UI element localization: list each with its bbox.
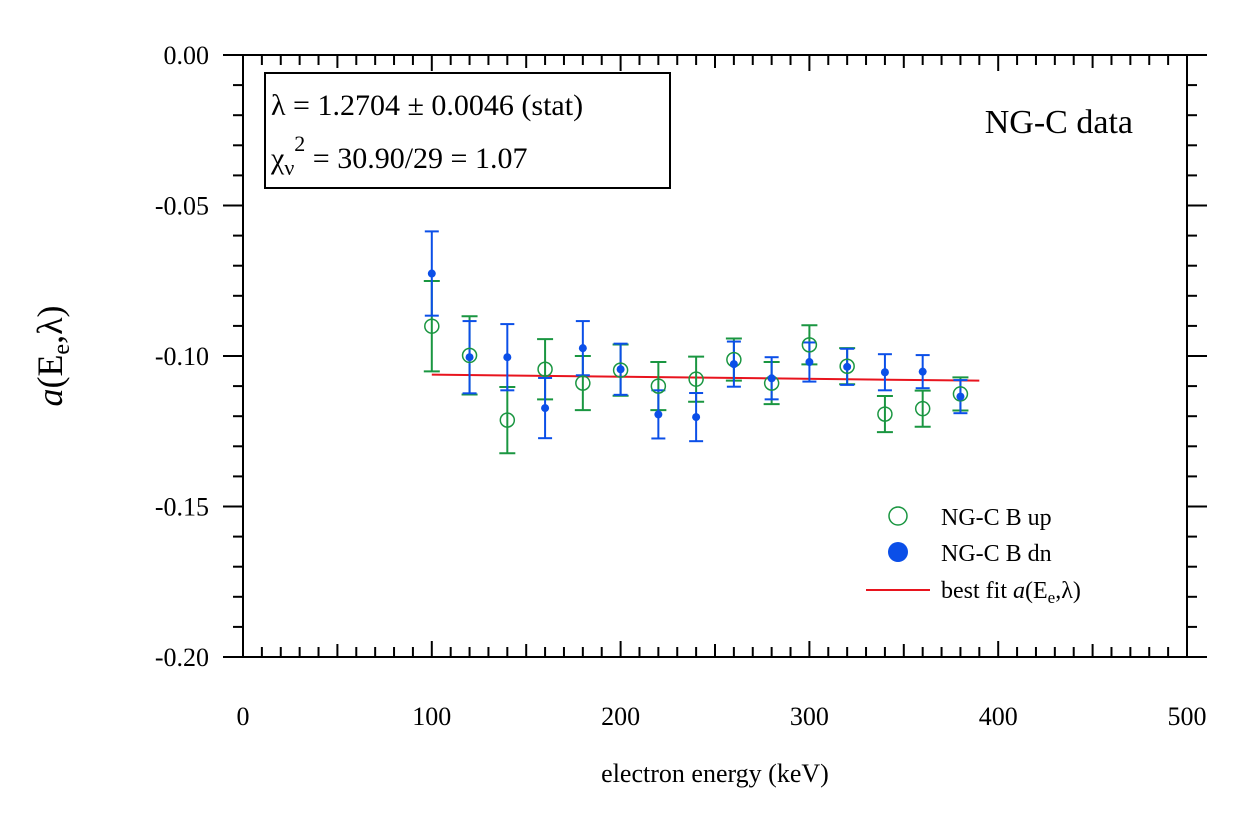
data-points <box>424 269 969 428</box>
data-point-b-up <box>424 318 440 334</box>
data-point-b-up <box>914 400 931 417</box>
data-point-b-dn <box>692 413 701 422</box>
y-axis-title: a(Ee,λ) <box>30 305 75 406</box>
x-tick-label: 500 <box>1168 702 1207 731</box>
data-point-b-up <box>839 358 855 374</box>
y-tick-label: 0.00 <box>164 41 210 70</box>
legend: NG-C B up NG-C B dn best fit a(Ee,λ) <box>866 505 1081 607</box>
data-point-b-up <box>461 347 478 364</box>
data-point-b-up <box>612 362 629 378</box>
data-point-b-up <box>952 386 969 402</box>
data-point-b-dn <box>767 374 776 383</box>
data-point-b-dn <box>918 367 927 376</box>
data-point-b-dn <box>427 269 436 278</box>
legend-marker-b-up <box>888 506 908 526</box>
y-tick-label: -0.05 <box>155 192 209 221</box>
legend-label-fit: best fit a(Ee,λ) <box>941 578 1081 607</box>
y-tick-label: -0.20 <box>155 643 209 672</box>
data-point-b-up <box>537 361 553 377</box>
data-point-b-dn <box>956 392 965 401</box>
x-tick-label: 100 <box>412 702 451 731</box>
data-point-b-dn <box>805 358 814 367</box>
data-point-b-up <box>499 412 516 428</box>
x-tick-labels: 0 100 200 300 400 500 <box>237 702 1207 731</box>
data-point-b-up <box>877 406 893 422</box>
x-tick-label: 400 <box>979 702 1018 731</box>
data-point-b-up <box>575 375 591 391</box>
data-point-b-dn <box>541 404 550 413</box>
y-tick-label: -0.10 <box>155 342 209 371</box>
y-tick-labels: 0.00 -0.05 -0.10 -0.15 -0.20 <box>155 41 209 672</box>
data-point-b-dn <box>729 360 738 369</box>
data-point-b-dn <box>465 353 474 362</box>
axis-ticks <box>223 54 1207 658</box>
x-tick-label: 300 <box>790 702 829 731</box>
fit-layer <box>431 373 980 382</box>
stat-lambda: λ = 1.2704 ± 0.0046 (stat) <box>271 89 583 122</box>
dataset-annotation: NG-C data <box>985 104 1133 141</box>
data-point-b-dn <box>880 368 889 377</box>
data-point-b-dn <box>616 365 625 374</box>
x-axis-title: electron energy (keV) <box>601 759 829 788</box>
data-point-b-up <box>801 337 818 353</box>
x-tick-label: 0 <box>237 702 250 731</box>
legend-label-b-up: NG-C B up <box>941 505 1052 531</box>
legend-label-b-dn: NG-C B dn <box>941 541 1052 567</box>
x-tick-label: 200 <box>601 702 640 731</box>
data-point-b-dn <box>654 410 663 419</box>
data-point-b-dn <box>578 344 587 353</box>
data-point-b-up <box>650 378 667 394</box>
fit-line <box>431 373 980 382</box>
data-point-b-dn <box>843 362 852 371</box>
data-point-b-up <box>688 371 704 387</box>
data-point-b-dn <box>503 353 512 362</box>
legend-marker-b-dn <box>888 542 908 562</box>
stat-box <box>264 72 671 189</box>
y-tick-label: -0.15 <box>155 493 209 522</box>
stat-chi2: χν2 = 30.90/29 = 1.07 <box>270 131 527 180</box>
